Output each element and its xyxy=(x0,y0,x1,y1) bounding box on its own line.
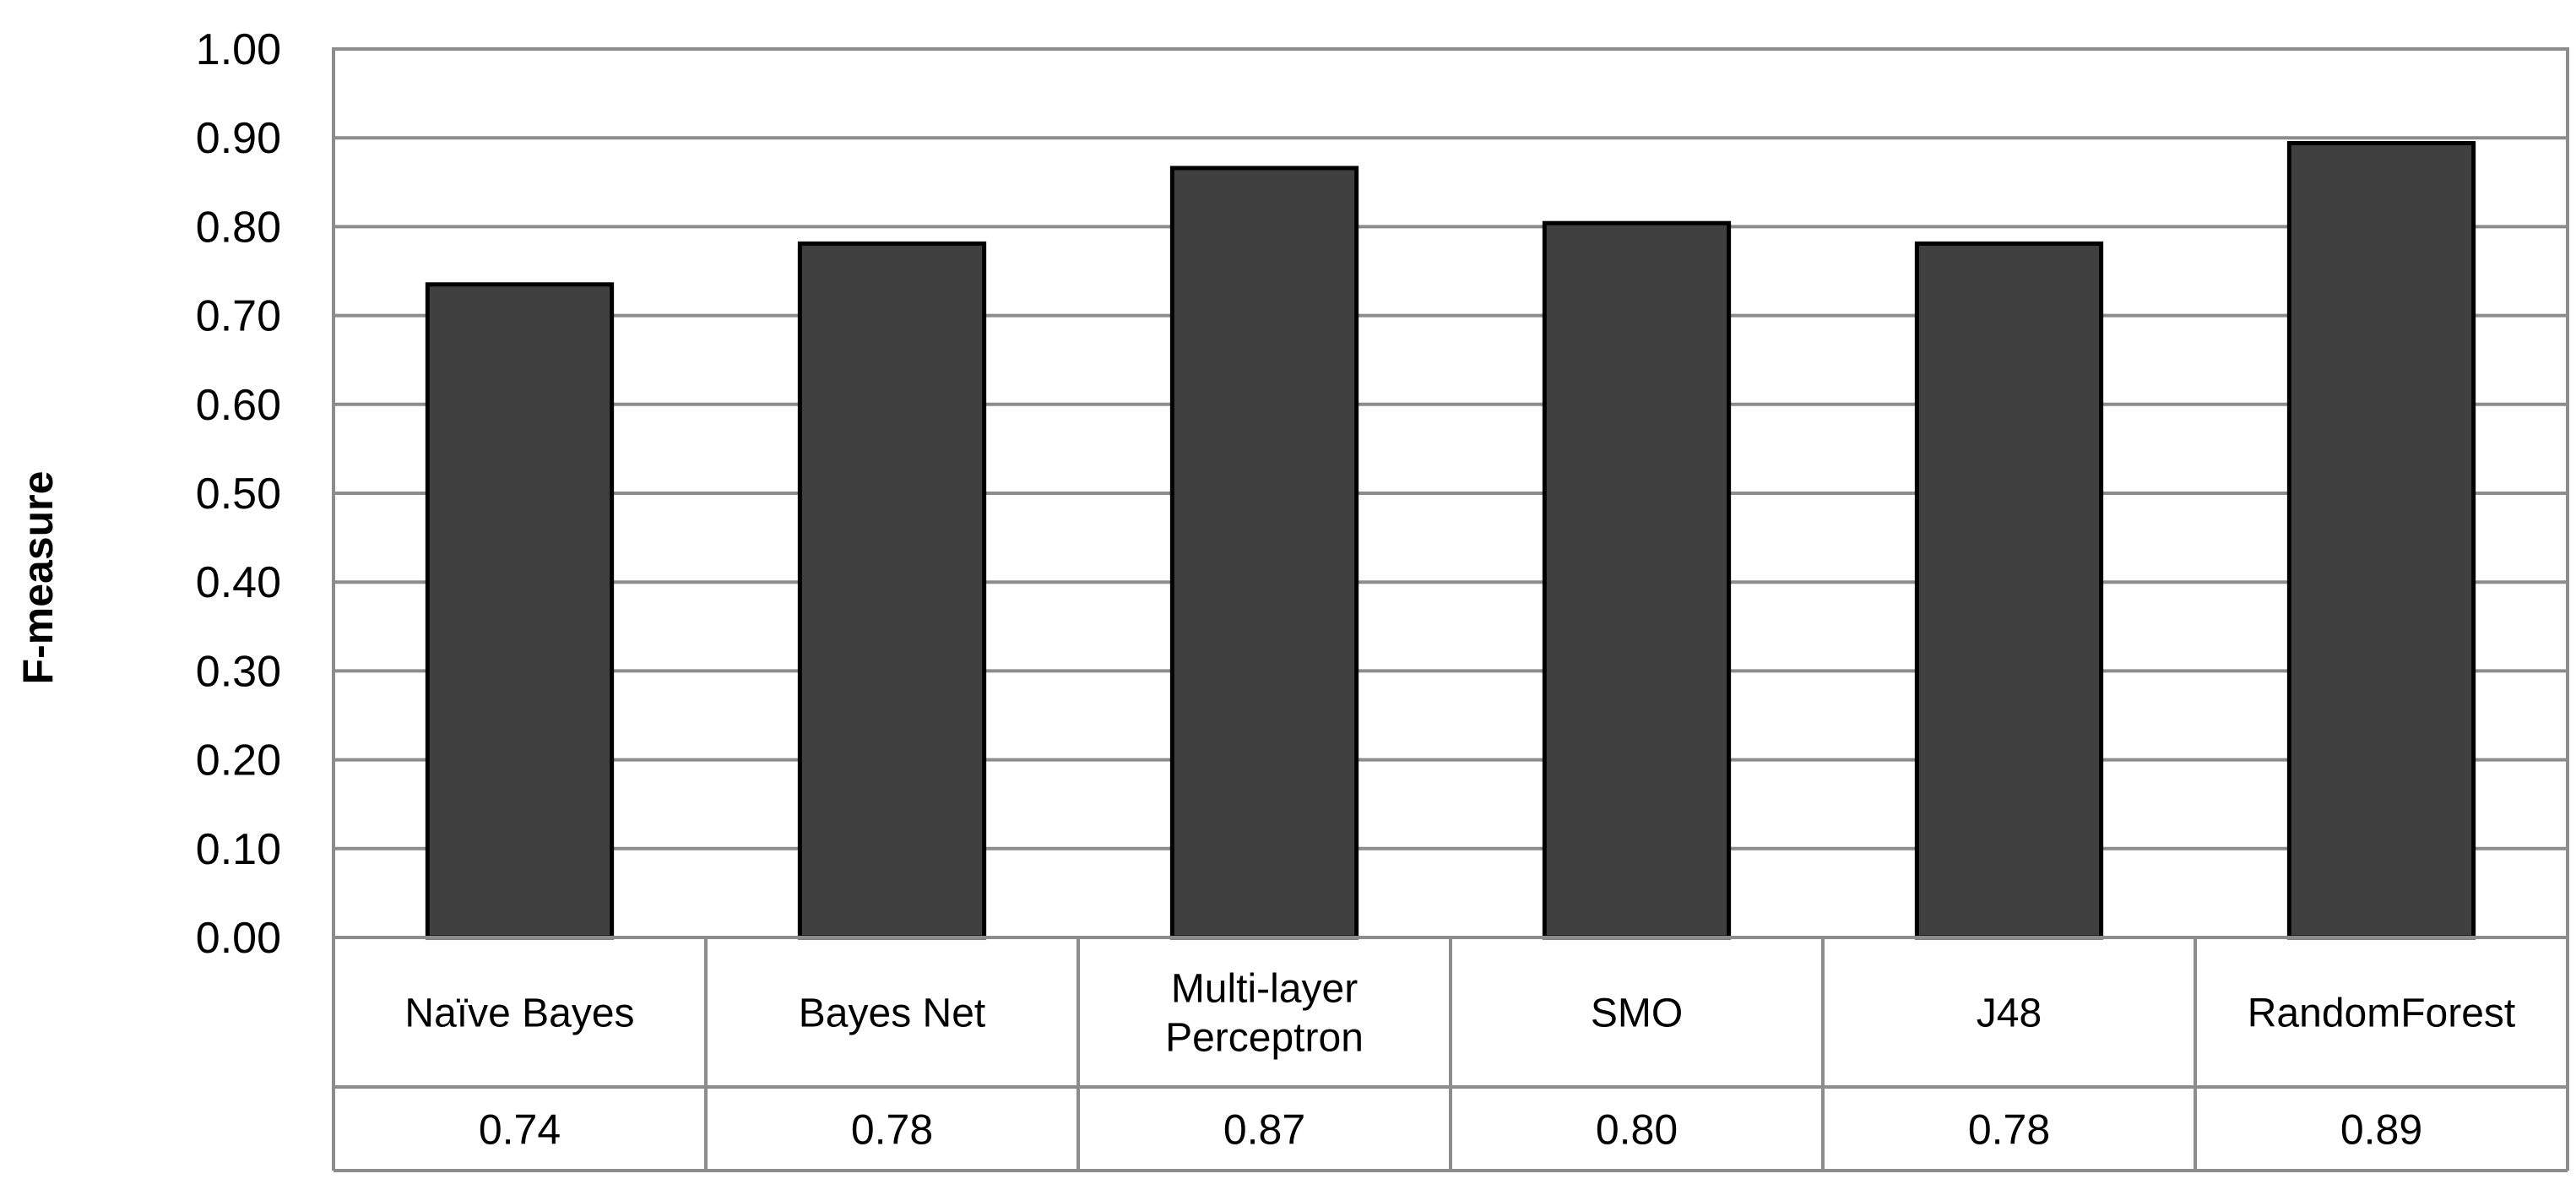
category-label: Perceptron xyxy=(1165,1016,1364,1061)
data-label: 0.80 xyxy=(1596,1106,1678,1154)
data-label: 0.89 xyxy=(2340,1106,2422,1154)
category-label: Multi-layer xyxy=(1171,967,1358,1012)
bar xyxy=(797,241,987,940)
y-tick-label: 0.30 xyxy=(196,647,281,696)
data-label: 0.78 xyxy=(851,1106,933,1154)
y-tick-label: 0.50 xyxy=(196,470,281,519)
y-tick-label: 0.90 xyxy=(196,114,281,163)
data-table: Naïve Bayes 0.74 Bayes Net 0.78 Multi-layerP… xyxy=(332,937,2569,1172)
data-label: 0.87 xyxy=(1223,1106,1305,1154)
category-label: J48 xyxy=(1977,992,2042,1036)
category-label: RandomForest xyxy=(2248,992,2515,1036)
bar xyxy=(1914,241,2104,940)
bar xyxy=(1169,166,1359,940)
gridlines xyxy=(334,47,2568,939)
category-label: Bayes Net xyxy=(799,992,985,1036)
y-tick-label: 0.10 xyxy=(196,825,281,874)
y-tick-label: 0.00 xyxy=(196,914,281,963)
bar xyxy=(1542,220,1732,940)
y-tick-label: 0.70 xyxy=(196,292,281,341)
data-label: 0.74 xyxy=(479,1106,561,1154)
y-tick-label: 1.00 xyxy=(196,25,281,74)
bar xyxy=(425,282,615,940)
category-label: SMO xyxy=(1591,992,1683,1036)
data-label: 0.78 xyxy=(1968,1106,2050,1154)
category-label: Naïve Bayes xyxy=(404,992,634,1036)
y-axis-label: F-measure xyxy=(14,471,62,685)
bars xyxy=(425,141,2476,940)
y-tick-label: 0.80 xyxy=(196,203,281,252)
y-axis-ticks: 0.00 0.10 0.20 0.30 0.40 0.50 0.60 0.70 0.80 0.90… xyxy=(196,25,281,963)
y-tick-label: 0.60 xyxy=(196,381,281,430)
y-tick-label: 0.40 xyxy=(196,558,281,607)
y-tick-label: 0.20 xyxy=(196,736,281,785)
bar xyxy=(2286,141,2476,940)
